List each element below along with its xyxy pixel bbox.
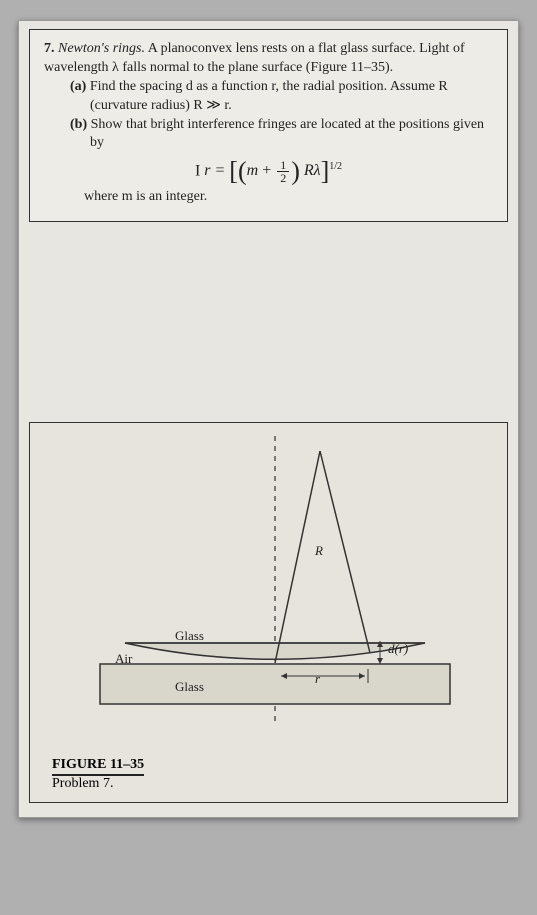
newtons-rings-diagram (50, 431, 480, 731)
open-paren-icon: ( (238, 157, 247, 186)
close-bracket-icon: ] (321, 157, 330, 186)
eq-prefix: r = (204, 163, 225, 180)
label-air: Air (115, 651, 132, 667)
eq-half: 1 2 (277, 159, 289, 184)
open-bracket-icon: [ (229, 157, 238, 186)
figure-number: FIGURE 11–35 (52, 757, 144, 776)
problem-box: 7. Newton's rings. A planoconvex lens re… (29, 29, 508, 222)
eq-exponent: 1/2 (329, 161, 342, 172)
part-b: (b) Show that bright interference fringe… (70, 116, 493, 154)
part-a: (a) Find the spacing d as a function r, … (70, 78, 493, 116)
eq-rlambda: Rλ (304, 163, 321, 180)
eq-m: m (247, 163, 259, 180)
d-arrow-down-icon (377, 658, 383, 664)
glass-slab (100, 664, 450, 704)
label-r: r (315, 671, 320, 687)
eq-half-den: 2 (277, 172, 289, 184)
close-paren-icon: ) (291, 157, 300, 186)
label-d: d(r) (388, 641, 408, 657)
radius-line-2 (320, 451, 370, 653)
figure-caption: FIGURE 11–35 Problem 7. (52, 757, 144, 792)
figure-caption-text: Problem 7. (52, 776, 113, 791)
problem-number: 7. (44, 41, 55, 56)
equation: I r = [(m + 1 2 ) Rλ]1/2 (44, 159, 493, 184)
figure-box: R Glass Air Glass r d(r) FIGURE 11–35 Pr… (29, 422, 508, 803)
problem-statement: 7. Newton's rings. A planoconvex lens re… (44, 40, 493, 78)
part-a-label: (a) (70, 79, 86, 94)
label-glass-top: Glass (175, 628, 204, 644)
eq-plus: + (262, 163, 271, 180)
radius-line (275, 451, 320, 663)
problem-title: Newton's rings. (58, 41, 145, 56)
part-a-text: Find the spacing d as a function r, the … (90, 79, 448, 113)
label-R: R (315, 543, 323, 559)
page: 7. Newton's rings. A planoconvex lens re… (18, 20, 519, 818)
part-b-text: Show that bright interference fringes ar… (90, 117, 484, 151)
part-b-label: (b) (70, 117, 87, 132)
where-clause: where m is an integer. (84, 188, 493, 207)
label-glass-bottom: Glass (175, 679, 204, 695)
